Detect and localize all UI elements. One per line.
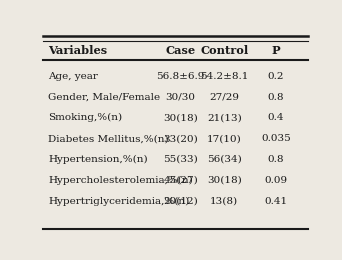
Text: 0.8: 0.8 — [268, 155, 284, 164]
Text: 33(20): 33(20) — [163, 134, 198, 143]
Text: 0.8: 0.8 — [268, 93, 284, 102]
Text: 0.09: 0.09 — [264, 176, 288, 185]
Text: Gender, Male/Female: Gender, Male/Female — [48, 93, 160, 102]
Text: 0.2: 0.2 — [268, 72, 284, 81]
Text: Smoking,%(n): Smoking,%(n) — [48, 113, 122, 122]
Text: Variables: Variables — [48, 45, 107, 56]
Text: 17(10): 17(10) — [207, 134, 242, 143]
Text: 55(33): 55(33) — [163, 155, 198, 164]
Text: 13(8): 13(8) — [210, 197, 238, 206]
Text: 56.8±6.9: 56.8±6.9 — [156, 72, 205, 81]
Text: P: P — [272, 45, 280, 56]
Text: 45(27): 45(27) — [163, 176, 198, 185]
Text: 27/29: 27/29 — [209, 93, 239, 102]
Text: 0.4: 0.4 — [268, 113, 284, 122]
Text: Age, year: Age, year — [48, 72, 98, 81]
Text: Hypercholesterolemia,%(n): Hypercholesterolemia,%(n) — [48, 176, 193, 185]
Text: Hypertriglyceridemia,%(n): Hypertriglyceridemia,%(n) — [48, 197, 189, 206]
Text: Diabetes Mellitus,%(n): Diabetes Mellitus,%(n) — [48, 134, 169, 143]
Text: 0.035: 0.035 — [261, 134, 291, 143]
Text: 30/30: 30/30 — [166, 93, 196, 102]
Text: 0.41: 0.41 — [264, 197, 288, 206]
Text: 30(18): 30(18) — [163, 113, 198, 122]
Text: 20(12): 20(12) — [163, 197, 198, 206]
Text: 30(18): 30(18) — [207, 176, 242, 185]
Text: Hypertension,%(n): Hypertension,%(n) — [48, 155, 148, 164]
Text: 21(13): 21(13) — [207, 113, 242, 122]
Text: Control: Control — [200, 45, 248, 56]
Text: Case: Case — [166, 45, 196, 56]
Text: 54.2±8.1: 54.2±8.1 — [200, 72, 249, 81]
Text: 56(34): 56(34) — [207, 155, 242, 164]
